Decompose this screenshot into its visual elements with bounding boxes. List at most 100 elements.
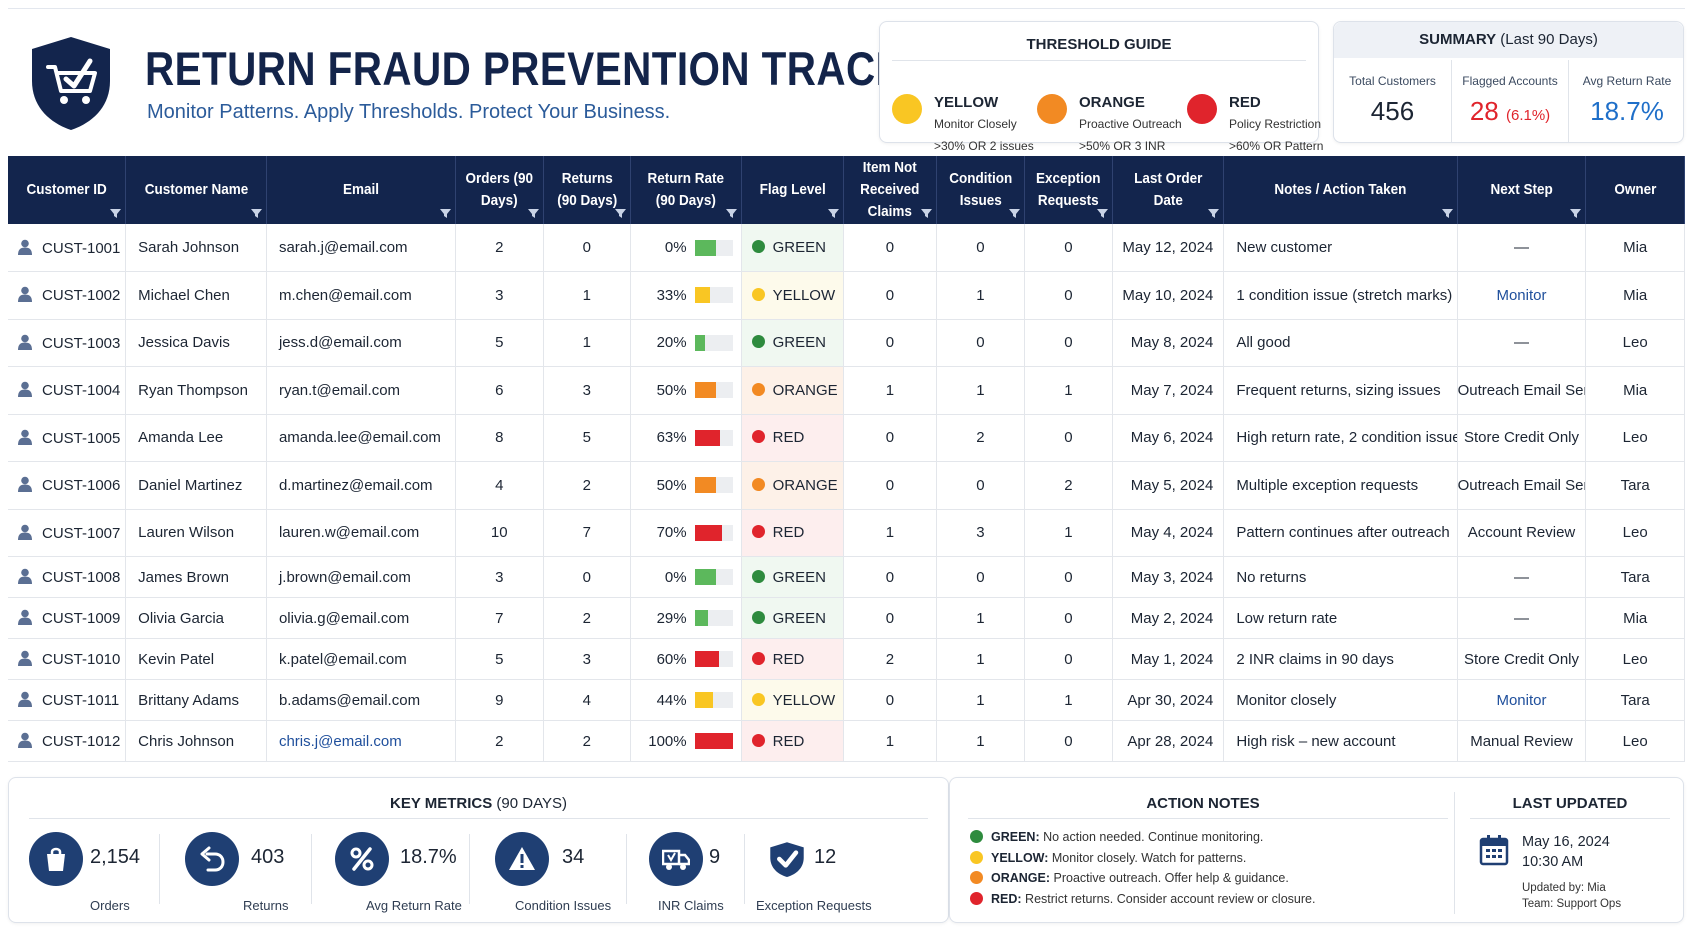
column-header[interactable]: Last Order Date — [1112, 156, 1225, 224]
note-dot-icon — [970, 891, 983, 905]
column-header[interactable]: Item Not Received Claims — [843, 156, 937, 224]
column-header[interactable]: Customer ID — [8, 156, 127, 224]
inr-claims-cell: 1 — [843, 366, 937, 415]
returns-cell: 7 — [543, 509, 631, 557]
filter-icon[interactable] — [1570, 209, 1582, 218]
orders-cell: 8 — [455, 414, 544, 462]
filter-icon[interactable] — [1096, 209, 1108, 218]
return-rate-value: 20% — [656, 334, 687, 352]
column-header[interactable]: Next Step — [1457, 156, 1587, 224]
flag-level-label: GREEN — [772, 568, 826, 586]
metric-avg-return-rate: 18.7% Avg Return Rate — [9, 826, 948, 918]
inr-claims-cell: 0 — [843, 597, 937, 639]
inr-claims-cell: 0 — [843, 224, 937, 272]
table-row[interactable]: CUST-1005 Amanda Lee amanda.lee@email.com 8… — [8, 414, 1685, 462]
key-metrics-title: KEY METRICS (90 DAYS) — [390, 795, 567, 812]
return-rate-cell: 100% — [630, 720, 742, 762]
owner-cell: Leo — [1585, 319, 1685, 367]
yellow-dot-icon — [892, 94, 922, 124]
filter-icon[interactable] — [440, 209, 452, 218]
threshold-desc: Proactive Outreach — [1079, 117, 1182, 131]
table-row[interactable]: CUST-1007 Lauren Wilson lauren.w@email.com… — [8, 509, 1685, 557]
filter-icon[interactable] — [828, 209, 840, 218]
table-row[interactable]: CUST-1012 Chris Johnson chris.j@email.com 2… — [8, 720, 1685, 762]
owner-cell: Mia — [1585, 597, 1685, 639]
flag-level-cell: RED — [741, 720, 845, 762]
return-rate-bar — [694, 287, 733, 304]
filter-icon[interactable] — [527, 209, 539, 218]
flag-level-cell: ORANGE — [741, 461, 845, 510]
last-order-date-cell: May 8, 2024 — [1112, 319, 1225, 367]
filter-icon[interactable] — [1441, 209, 1453, 218]
metric-inr-claims: 9 INR Claims — [9, 826, 948, 918]
return-rate-bar — [694, 610, 733, 626]
orders-cell: 5 — [455, 319, 544, 367]
table-row[interactable]: CUST-1003 Jessica Davis jess.d@email.com 5 1… — [8, 319, 1685, 367]
filter-icon[interactable] — [614, 209, 626, 218]
column-header-label: Last Order Date — [1133, 170, 1203, 209]
exception-requests-cell: 0 — [1024, 720, 1113, 762]
return-rate-cell: 0% — [630, 556, 742, 598]
filter-icon[interactable] — [110, 209, 122, 218]
notes-cell: Frequent returns, sizing issues — [1223, 366, 1458, 415]
table-row[interactable]: CUST-1001 Sarah Johnson sarah.j@email.com 2… — [8, 224, 1685, 272]
filter-icon[interactable] — [1208, 209, 1220, 218]
metric-label: Avg Return Rate — [366, 898, 462, 913]
customer-id-cell: CUST-1004 — [8, 366, 127, 415]
table-row[interactable]: CUST-1004 Ryan Thompson ryan.t@email.com 6 3… — [8, 366, 1685, 415]
exception-requests-cell: 1 — [1024, 679, 1113, 721]
return-rate-bar-fill — [694, 733, 733, 749]
user-icon — [18, 568, 32, 584]
filter-icon[interactable] — [920, 209, 932, 218]
column-header[interactable]: Flag Level — [741, 156, 845, 224]
filter-icon[interactable] — [725, 209, 737, 218]
column-header[interactable]: Owner — [1585, 156, 1685, 224]
table-row[interactable]: CUST-1002 Michael Chen m.chen@email.com 3 1 3… — [8, 271, 1685, 320]
flag-level-label: GREEN — [772, 334, 826, 352]
column-header[interactable]: Email — [266, 156, 457, 224]
customer-name-cell: Ryan Thompson — [125, 366, 267, 415]
table-row[interactable]: CUST-1008 James Brown j.brown@email.com 3 0 0… — [8, 556, 1685, 598]
metric-label: Orders — [90, 898, 130, 913]
shield-check-icon — [759, 832, 813, 886]
filter-icon[interactable] — [1009, 209, 1021, 218]
column-header[interactable]: Orders (90 Days) — [455, 156, 544, 224]
inr-claims-cell: 0 — [843, 461, 937, 510]
table-row[interactable]: CUST-1006 Daniel Martinez d.martinez@email… — [8, 461, 1685, 510]
exception-requests-cell: 0 — [1024, 638, 1113, 680]
filter-icon[interactable] — [250, 209, 262, 218]
column-header[interactable]: Exception Requests — [1024, 156, 1113, 224]
return-rate-cell: 60% — [630, 638, 742, 680]
returns-cell: 5 — [543, 414, 631, 462]
condition-issues-cell: 1 — [936, 597, 1026, 639]
column-header[interactable]: Return Rate (90 Days) — [630, 156, 742, 224]
column-header[interactable]: Condition Issues — [936, 156, 1026, 224]
customer-name-cell: Kevin Patel — [125, 638, 267, 680]
owner-cell: Leo — [1585, 720, 1685, 762]
table-row[interactable]: CUST-1011 Brittany Adams b.adams@email.com… — [8, 679, 1685, 721]
column-header[interactable]: Notes / Action Taken — [1223, 156, 1458, 224]
orders-cell: 3 — [455, 556, 544, 598]
threshold-name: RED — [1229, 94, 1261, 111]
user-icon — [18, 429, 32, 445]
threshold-name: YELLOW — [934, 94, 999, 111]
metric-label: Exception Requests — [756, 898, 872, 913]
column-header-label: Returns (90 Days) — [556, 170, 617, 209]
column-header[interactable]: Customer Name — [125, 156, 267, 224]
condition-issues-cell: 0 — [936, 461, 1026, 510]
metric-value: 9 — [709, 846, 721, 868]
return-rate-bar-fill — [694, 287, 710, 304]
condition-issues-cell: 0 — [936, 319, 1026, 367]
table-row[interactable]: CUST-1009 Olivia Garcia olivia.g@email.com… — [8, 597, 1685, 639]
email-cell: olivia.g@email.com — [266, 597, 457, 639]
column-header[interactable]: Returns (90 Days) — [543, 156, 631, 224]
email-cell: m.chen@email.com — [266, 271, 457, 320]
return-rate-bar — [694, 692, 733, 708]
table-row[interactable]: CUST-1010 Kevin Patel k.patel@email.com 5 3 6… — [8, 638, 1685, 680]
last-order-date-cell: May 2, 2024 — [1112, 597, 1225, 639]
flag-level-cell: YELLOW — [741, 679, 845, 721]
last-order-date-cell: Apr 28, 2024 — [1112, 720, 1225, 762]
red-dot-icon — [1187, 94, 1217, 124]
avg-return-rate-stat: Avg Return Rate 18.7% — [1568, 60, 1685, 142]
return-rate-cell: 29% — [630, 597, 742, 639]
